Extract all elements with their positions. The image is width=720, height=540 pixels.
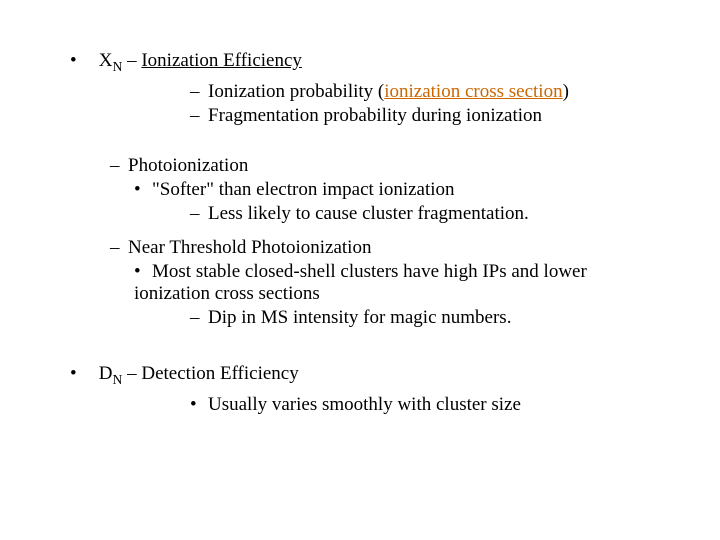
bullet-detection-efficiency: • DN – Detection Efficiency xyxy=(70,363,660,388)
xn-sub1-post: ) xyxy=(563,81,569,102)
dash-icon: – xyxy=(110,155,128,177)
sub-nearth-stable: •Most stable closed-shell clusters have … xyxy=(134,261,660,305)
bullet-dot-icon: • xyxy=(190,394,208,416)
nearth-line1: Most stable closed-shell clusters have h… xyxy=(134,261,587,304)
sub-photo-softer: •"Softer" than electron impact ionizatio… xyxy=(134,179,660,201)
sub-nearthreshold: –Near Threshold Photoionization xyxy=(110,237,660,259)
sub-dn-varies: •Usually varies smoothly with cluster si… xyxy=(190,394,660,416)
xn-sub1-pre: Ionization probability ( xyxy=(208,81,384,102)
dn-dash: – xyxy=(122,363,141,384)
photo-line1: "Softer" than electron impact ionization xyxy=(152,179,455,200)
photo-line2: Less likely to cause cluster fragmentati… xyxy=(208,203,529,224)
ionization-title: XN – Ionization Efficiency xyxy=(99,50,302,75)
dn-title: Detection Efficiency xyxy=(141,363,298,384)
sub-photo-lesslikely: –Less likely to cause cluster fragmentat… xyxy=(190,203,660,225)
sub-ionization-prob: –Ionization probability (ionization cros… xyxy=(190,81,660,103)
bullet-dot-icon: • xyxy=(70,50,94,72)
slide-content: • XN – Ionization Efficiency –Ionization… xyxy=(0,0,720,458)
dash-icon: – xyxy=(190,105,208,127)
dash-icon: – xyxy=(190,81,208,103)
sub-fragmentation-prob: –Fragmentation probability during ioniza… xyxy=(190,105,660,127)
xn-sub1-link: ionization cross section xyxy=(384,81,562,102)
xn-x: X xyxy=(99,50,113,71)
bullet-dot-icon: • xyxy=(134,261,152,283)
bullet-dot-icon: • xyxy=(70,363,94,385)
xn-dash: – xyxy=(122,50,141,71)
bullet-ionization-efficiency: • XN – Ionization Efficiency xyxy=(70,50,660,75)
dn-d: D xyxy=(99,363,113,384)
photo-title: Photoionization xyxy=(128,155,248,176)
sub-photoionization: –Photoionization xyxy=(110,155,660,177)
bullet-dot-icon: • xyxy=(134,179,152,201)
dash-icon: – xyxy=(110,237,128,259)
dash-icon: – xyxy=(190,203,208,225)
dn-sub: N xyxy=(112,372,122,387)
sub-nearth-dip: –Dip in MS intensity for magic numbers. xyxy=(190,307,660,329)
xn-sub: N xyxy=(112,59,122,74)
dash-icon: – xyxy=(190,307,208,329)
dn-line1: Usually varies smoothly with cluster siz… xyxy=(208,394,521,415)
xn-title: Ionization Efficiency xyxy=(141,50,302,71)
nearth-title: Near Threshold Photoionization xyxy=(128,237,371,258)
detection-title: DN – Detection Efficiency xyxy=(99,363,299,388)
xn-sub2: Fragmentation probability during ionizat… xyxy=(208,105,542,126)
nearth-line2: Dip in MS intensity for magic numbers. xyxy=(208,307,511,328)
